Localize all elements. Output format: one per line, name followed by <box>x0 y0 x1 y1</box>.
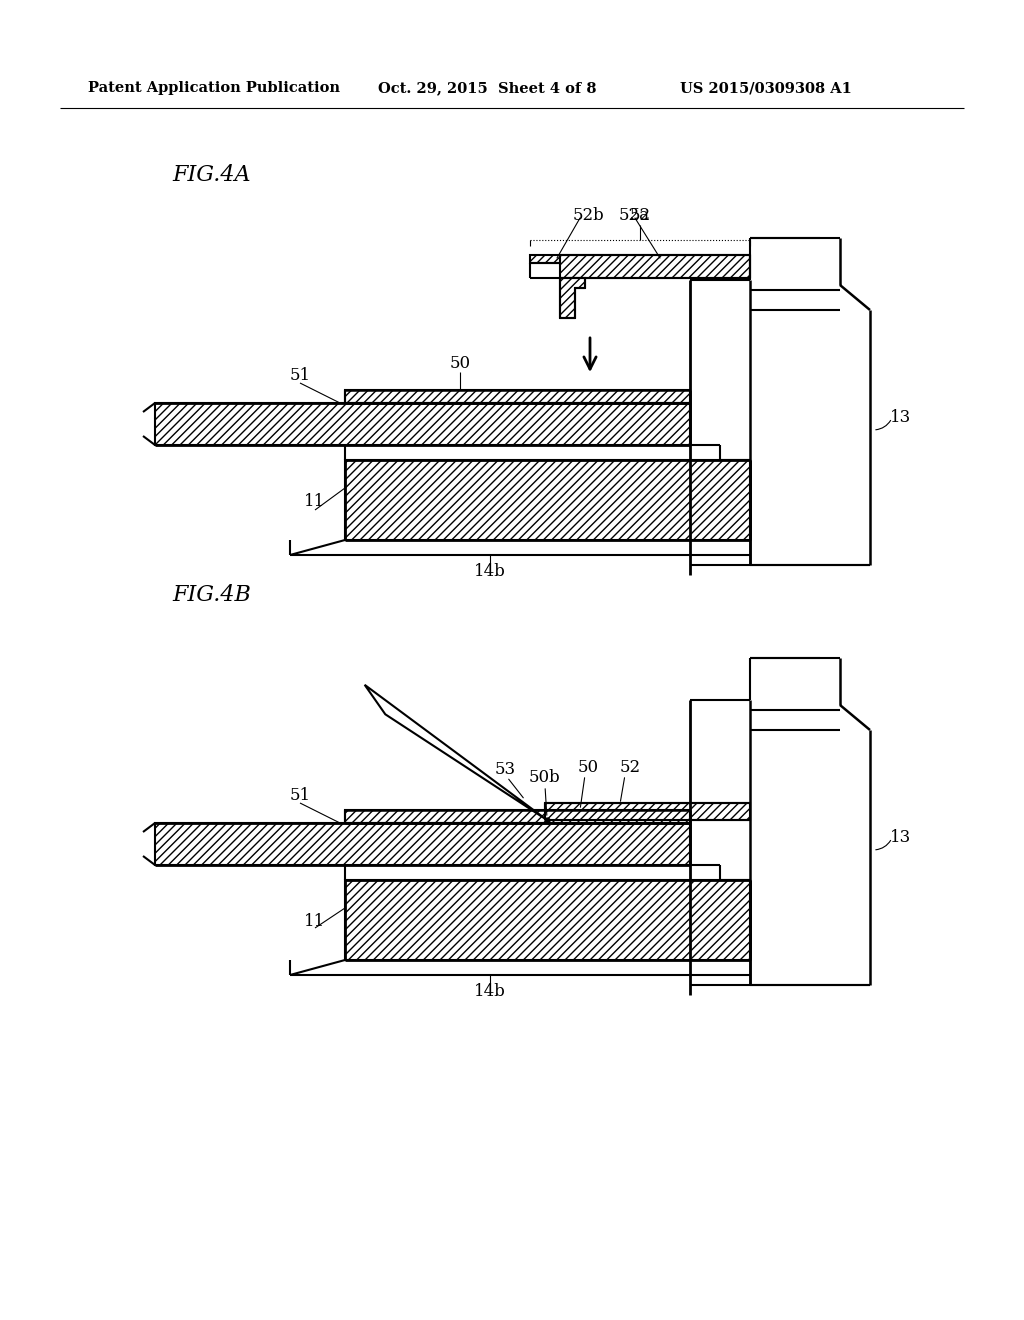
Text: Oct. 29, 2015  Sheet 4 of 8: Oct. 29, 2015 Sheet 4 of 8 <box>378 81 597 95</box>
Polygon shape <box>155 822 690 865</box>
Text: Patent Application Publication: Patent Application Publication <box>88 81 340 95</box>
Text: 52b: 52b <box>572 206 604 223</box>
Text: 13: 13 <box>890 409 911 426</box>
Text: 11: 11 <box>304 494 326 511</box>
Text: 50: 50 <box>578 759 599 776</box>
Polygon shape <box>545 803 750 820</box>
Polygon shape <box>365 685 547 820</box>
Polygon shape <box>345 459 750 540</box>
Polygon shape <box>155 403 690 445</box>
Text: 13: 13 <box>890 829 911 846</box>
Text: 53: 53 <box>495 762 515 779</box>
Polygon shape <box>345 389 690 403</box>
Polygon shape <box>345 810 690 822</box>
Text: US 2015/0309308 A1: US 2015/0309308 A1 <box>680 81 852 95</box>
Text: 14b: 14b <box>474 983 506 1001</box>
Polygon shape <box>560 279 585 318</box>
Polygon shape <box>345 880 750 960</box>
Text: 11: 11 <box>304 913 326 931</box>
Polygon shape <box>530 255 750 279</box>
Text: 52: 52 <box>620 759 641 776</box>
Text: 50: 50 <box>450 355 471 371</box>
Text: 52: 52 <box>630 206 650 223</box>
Text: 51: 51 <box>290 367 310 384</box>
Text: 52a: 52a <box>618 206 649 223</box>
Text: FIG.4B: FIG.4B <box>172 583 251 606</box>
Text: FIG.4A: FIG.4A <box>172 164 251 186</box>
Text: 14b: 14b <box>474 564 506 581</box>
Text: 50b: 50b <box>529 770 561 787</box>
Text: 51: 51 <box>290 787 310 804</box>
